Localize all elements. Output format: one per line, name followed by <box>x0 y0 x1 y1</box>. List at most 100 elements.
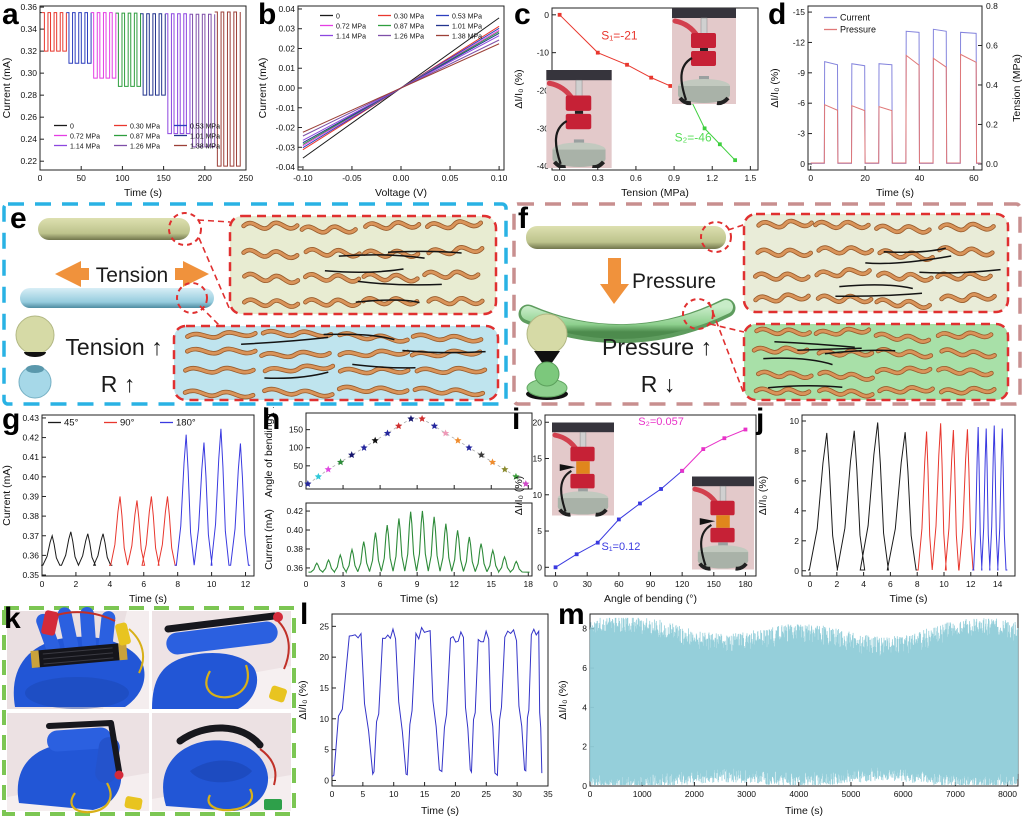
svg-text:-12: -12 <box>793 37 806 47</box>
svg-text:5000: 5000 <box>842 789 861 799</box>
svg-text:Angle of bending (°): Angle of bending (°) <box>263 407 275 497</box>
svg-text:0: 0 <box>544 10 549 20</box>
svg-text:50: 50 <box>294 461 304 471</box>
chart-finger-bending-response: 0 5 10 15 20 25 30 35 0 5 10 15 20 25 Time (s) ΔI/I₀ (%… <box>297 613 553 817</box>
magnifier-line <box>727 223 747 231</box>
svg-text:0.36: 0.36 <box>286 563 303 573</box>
svg-text:Time (s): Time (s) <box>421 805 459 817</box>
svg-text:0: 0 <box>330 789 335 799</box>
svg-text:-40: -40 <box>537 161 550 171</box>
svg-text:1.26 MPa: 1.26 MPa <box>394 34 424 41</box>
svg-text:1.01 MPa: 1.01 MPa <box>452 24 482 31</box>
svg-text:0.2: 0.2 <box>986 119 998 129</box>
svg-text:10: 10 <box>939 579 949 589</box>
svg-text:0.32: 0.32 <box>20 46 37 56</box>
inset-photo-tension-rig-left <box>546 70 612 168</box>
droplet-before-icon <box>526 313 568 355</box>
svg-text:60: 60 <box>969 173 979 183</box>
panel-letter-d: d <box>768 0 787 31</box>
svg-text:0: 0 <box>70 124 74 131</box>
svg-text:0.28: 0.28 <box>20 90 37 100</box>
svg-text:10: 10 <box>790 416 800 426</box>
svg-text:12: 12 <box>449 579 459 589</box>
svg-text:Time (s): Time (s) <box>889 593 927 605</box>
svg-text:6: 6 <box>582 663 587 673</box>
photo-finger-straight <box>152 611 291 709</box>
svg-text:30: 30 <box>512 789 522 799</box>
chart-iv-curves: -0.10 -0.05 0.00 0.05 0.10 -0.04 -0.03 -0.02 -0.… <box>257 4 508 199</box>
chart-current-bending-angles: 0 2 4 6 8 10 12 0.35 0.36 0.37 0.38 0.39 0.40 0.41 0.4… <box>1 413 255 605</box>
fiber-network-unstretched <box>228 214 498 316</box>
inset-photo-tension-rig-right <box>672 8 736 106</box>
svg-text:0.26: 0.26 <box>20 112 37 122</box>
svg-text:3000: 3000 <box>737 789 756 799</box>
svg-text:15: 15 <box>533 454 543 464</box>
svg-text:0.04: 0.04 <box>278 4 295 14</box>
svg-text:0.8: 0.8 <box>986 1 998 11</box>
svg-text:8: 8 <box>794 446 799 456</box>
chart-bending-speed-cycles: 0 2 4 6 8 10 12 14 0 2 4 6 8 10 Time (s) ΔI/I₀ (%) <box>757 414 1016 605</box>
svg-text:2: 2 <box>794 536 799 546</box>
svg-text:0.3: 0.3 <box>592 173 604 183</box>
pressure-arrow-shaft <box>608 258 621 284</box>
photo-finger-curled <box>152 713 291 812</box>
svg-text:3: 3 <box>341 579 346 589</box>
panel-letter-m: m <box>558 598 585 631</box>
svg-text:100: 100 <box>289 443 303 453</box>
tension-panel-border <box>2 202 508 406</box>
svg-text:Time (s): Time (s) <box>785 805 823 817</box>
svg-text:-6: -6 <box>797 98 805 108</box>
svg-text:0.38: 0.38 <box>286 544 303 554</box>
svg-text:2: 2 <box>834 579 839 589</box>
svg-text:Current: Current <box>840 13 871 23</box>
svg-text:20: 20 <box>860 173 870 183</box>
svg-text:8: 8 <box>915 579 920 589</box>
svg-text:25: 25 <box>482 789 492 799</box>
svg-text:4000: 4000 <box>789 789 808 799</box>
inset-photo-bending-rig-right <box>692 476 754 571</box>
svg-text:0.39: 0.39 <box>22 491 39 501</box>
inset-photo-bending-rig-left <box>552 422 614 517</box>
svg-text:0: 0 <box>336 14 340 21</box>
svg-text:0.87 MPa: 0.87 MPa <box>394 24 424 31</box>
svg-text:1.2: 1.2 <box>706 173 718 183</box>
svg-text:0.37: 0.37 <box>22 531 39 541</box>
svg-text:1000: 1000 <box>633 789 652 799</box>
svg-text:ΔI/I₀ (%): ΔI/I₀ (%) <box>513 476 525 515</box>
svg-text:0: 0 <box>588 789 593 799</box>
svg-text:0: 0 <box>808 173 813 183</box>
svg-text:0.02: 0.02 <box>278 43 295 53</box>
svg-text:4: 4 <box>582 702 587 712</box>
svg-text:20: 20 <box>451 789 461 799</box>
svg-text:-0.01: -0.01 <box>276 103 296 113</box>
svg-text:0.72 MPa: 0.72 MPa <box>336 24 366 31</box>
rod-stretched <box>20 288 214 308</box>
svg-text:0: 0 <box>808 579 813 589</box>
svg-text:1.38 MPa: 1.38 MPa <box>190 144 220 151</box>
svg-text:1.38 MPa: 1.38 MPa <box>452 34 482 41</box>
panel-d: d 0 20 40 60 0 -3 -6 -9 -12 -15 0.0 0.2 0.4 0.6 0.8 Tim… <box>768 0 1024 200</box>
svg-text:150: 150 <box>289 425 303 435</box>
svg-text:15: 15 <box>320 683 330 693</box>
svg-text:40: 40 <box>915 173 925 183</box>
svg-text:ΔI/I₀ (%): ΔI/I₀ (%) <box>757 476 769 515</box>
svg-text:0.30 MPa: 0.30 MPa <box>394 14 424 21</box>
svg-text:1.14 MPa: 1.14 MPa <box>336 34 366 41</box>
droplet-cap-icon <box>534 361 560 387</box>
rod-unstretched <box>38 218 190 240</box>
magnifier-circle-bottom <box>176 282 208 314</box>
svg-text:Angle of bending (°): Angle of bending (°) <box>604 593 697 605</box>
svg-text:35: 35 <box>543 789 553 799</box>
svg-text:5: 5 <box>537 526 542 536</box>
svg-text:Time (s): Time (s) <box>129 593 167 605</box>
svg-text:Tension (MPa): Tension (MPa) <box>1011 54 1023 122</box>
fiber-network-unpressed <box>742 212 1010 314</box>
svg-text:Time (s): Time (s) <box>124 187 162 199</box>
svg-text:0: 0 <box>800 159 805 169</box>
svg-text:0.36: 0.36 <box>20 2 37 12</box>
svg-text:0: 0 <box>582 781 587 791</box>
chart-bending-angle-profile: 0 50 100 150 Angle of bending (°) <box>263 407 533 497</box>
chart-current-bending-cycles: 0 3 6 9 12 15 18 0.36 0.38 0.40 0.42 Time (s) Curren… <box>263 502 533 605</box>
panel-letter-k: k <box>4 602 21 635</box>
rod-unpressed <box>526 226 726 249</box>
